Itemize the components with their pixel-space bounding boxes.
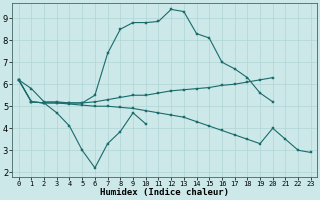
X-axis label: Humidex (Indice chaleur): Humidex (Indice chaleur) <box>100 188 229 197</box>
